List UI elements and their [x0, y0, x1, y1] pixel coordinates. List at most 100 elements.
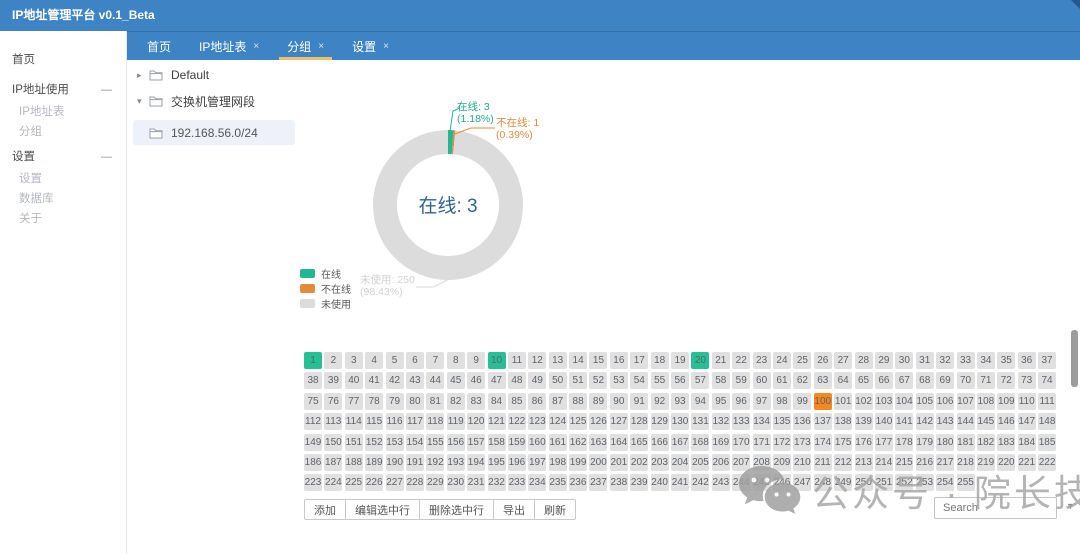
- ip-cell-45[interactable]: 45: [446, 372, 465, 390]
- ip-cell-94[interactable]: 94: [691, 392, 710, 410]
- ip-cell-104[interactable]: 104: [895, 392, 914, 410]
- ip-cell-167[interactable]: 167: [671, 433, 690, 451]
- ip-cell-226[interactable]: 226: [365, 474, 384, 492]
- ip-cell-151[interactable]: 151: [344, 433, 363, 451]
- caret-down-icon[interactable]: ▾: [137, 95, 142, 106]
- ip-cell-43[interactable]: 43: [405, 372, 424, 390]
- ip-cell-247[interactable]: 247: [793, 474, 812, 492]
- sidebar-item-设置[interactable]: 设置 —: [0, 145, 126, 169]
- sidebar-item-IP地址表[interactable]: IP地址表: [0, 102, 126, 122]
- ip-cell-139[interactable]: 139: [854, 413, 873, 431]
- ip-cell-48[interactable]: 48: [507, 372, 526, 390]
- ip-cell-63[interactable]: 63: [813, 372, 832, 390]
- ip-cell-9[interactable]: 9: [467, 352, 486, 369]
- ip-cell-229[interactable]: 229: [426, 474, 445, 492]
- ip-cell-250[interactable]: 250: [854, 474, 873, 492]
- ip-cell-150[interactable]: 150: [324, 433, 343, 451]
- ip-cell-230[interactable]: 230: [446, 474, 465, 492]
- ip-cell-149[interactable]: 149: [304, 433, 322, 451]
- ip-cell-162[interactable]: 162: [569, 433, 588, 451]
- ip-cell-181[interactable]: 181: [956, 433, 975, 451]
- ip-cell-190[interactable]: 190: [385, 453, 404, 471]
- ip-cell-79[interactable]: 79: [385, 392, 404, 410]
- ip-cell-208[interactable]: 208: [752, 453, 771, 471]
- ip-cell-155[interactable]: 155: [426, 433, 445, 451]
- ip-cell-212[interactable]: 212: [834, 453, 853, 471]
- ip-cell-110[interactable]: 110: [1017, 392, 1036, 410]
- ip-cell-5[interactable]: 5: [385, 352, 404, 369]
- ip-cell-10[interactable]: 10: [487, 352, 506, 369]
- ip-cell-203[interactable]: 203: [650, 453, 669, 471]
- ip-cell-134[interactable]: 134: [752, 413, 771, 431]
- ip-cell-25[interactable]: 25: [793, 352, 812, 369]
- ip-cell-67[interactable]: 67: [895, 372, 914, 390]
- ip-cell-75[interactable]: 75: [304, 392, 322, 410]
- ip-cell-243[interactable]: 243: [711, 474, 730, 492]
- ip-cell-31[interactable]: 31: [915, 352, 934, 369]
- ip-cell-219[interactable]: 219: [976, 453, 995, 471]
- ip-cell-55[interactable]: 55: [650, 372, 669, 390]
- ip-cell-220[interactable]: 220: [997, 453, 1016, 471]
- ip-cell-152[interactable]: 152: [365, 433, 384, 451]
- ip-cell-204[interactable]: 204: [671, 453, 690, 471]
- ip-cell-184[interactable]: 184: [1017, 433, 1036, 451]
- ip-cell-156[interactable]: 156: [446, 433, 465, 451]
- ip-cell-103[interactable]: 103: [874, 392, 893, 410]
- ip-cell-89[interactable]: 89: [589, 392, 608, 410]
- ip-cell-249[interactable]: 249: [834, 474, 853, 492]
- ip-cell-49[interactable]: 49: [528, 372, 547, 390]
- ip-cell-118[interactable]: 118: [426, 413, 445, 431]
- ip-cell-84[interactable]: 84: [487, 392, 506, 410]
- ip-cell-207[interactable]: 207: [732, 453, 751, 471]
- tree-node-Default[interactable]: ▸ Default: [137, 62, 367, 88]
- ip-cell-21[interactable]: 21: [711, 352, 730, 369]
- ip-cell-34[interactable]: 34: [976, 352, 995, 369]
- toolbar-button-添加[interactable]: 添加: [304, 499, 346, 520]
- chevron-down-icon[interactable]: ▼: [1066, 501, 1075, 511]
- ip-cell-111[interactable]: 111: [1038, 392, 1057, 410]
- ip-cell-61[interactable]: 61: [772, 372, 791, 390]
- ip-cell-32[interactable]: 32: [936, 352, 955, 369]
- ip-cell-182[interactable]: 182: [976, 433, 995, 451]
- ip-cell-18[interactable]: 18: [650, 352, 669, 369]
- collapse-icon[interactable]: —: [101, 84, 112, 96]
- ip-cell-177[interactable]: 177: [874, 433, 893, 451]
- ip-cell-223[interactable]: 223: [304, 474, 322, 492]
- ip-cell-124[interactable]: 124: [548, 413, 567, 431]
- ip-cell-107[interactable]: 107: [956, 392, 975, 410]
- ip-cell-206[interactable]: 206: [711, 453, 730, 471]
- ip-cell-11[interactable]: 11: [507, 352, 526, 369]
- ip-cell-191[interactable]: 191: [405, 453, 424, 471]
- ip-cell-44[interactable]: 44: [426, 372, 445, 390]
- ip-cell-209[interactable]: 209: [772, 453, 791, 471]
- ip-cell-90[interactable]: 90: [609, 392, 628, 410]
- ip-cell-176[interactable]: 176: [854, 433, 873, 451]
- ip-cell-28[interactable]: 28: [854, 352, 873, 369]
- ip-cell-129[interactable]: 129: [650, 413, 669, 431]
- ip-cell-147[interactable]: 147: [1017, 413, 1036, 431]
- ip-cell-8[interactable]: 8: [446, 352, 465, 369]
- ip-cell-97[interactable]: 97: [752, 392, 771, 410]
- ip-cell-169[interactable]: 169: [711, 433, 730, 451]
- ip-cell-224[interactable]: 224: [324, 474, 343, 492]
- ip-cell-154[interactable]: 154: [405, 433, 424, 451]
- ip-cell-83[interactable]: 83: [467, 392, 486, 410]
- ip-cell-65[interactable]: 65: [854, 372, 873, 390]
- ip-cell-36[interactable]: 36: [1017, 352, 1036, 369]
- ip-cell-106[interactable]: 106: [936, 392, 955, 410]
- ip-cell-174[interactable]: 174: [813, 433, 832, 451]
- ip-cell-119[interactable]: 119: [446, 413, 465, 431]
- ip-cell-205[interactable]: 205: [691, 453, 710, 471]
- ip-cell-126[interactable]: 126: [589, 413, 608, 431]
- legend-item-未使用[interactable]: 未使用: [300, 296, 351, 311]
- ip-cell-58[interactable]: 58: [711, 372, 730, 390]
- ip-cell-109[interactable]: 109: [997, 392, 1016, 410]
- ip-cell-211[interactable]: 211: [813, 453, 832, 471]
- ip-cell-131[interactable]: 131: [691, 413, 710, 431]
- ip-cell-248[interactable]: 248: [813, 474, 832, 492]
- ip-cell-161[interactable]: 161: [548, 433, 567, 451]
- ip-cell-86[interactable]: 86: [528, 392, 547, 410]
- ip-cell-193[interactable]: 193: [446, 453, 465, 471]
- ip-cell-72[interactable]: 72: [997, 372, 1016, 390]
- ip-cell-239[interactable]: 239: [630, 474, 649, 492]
